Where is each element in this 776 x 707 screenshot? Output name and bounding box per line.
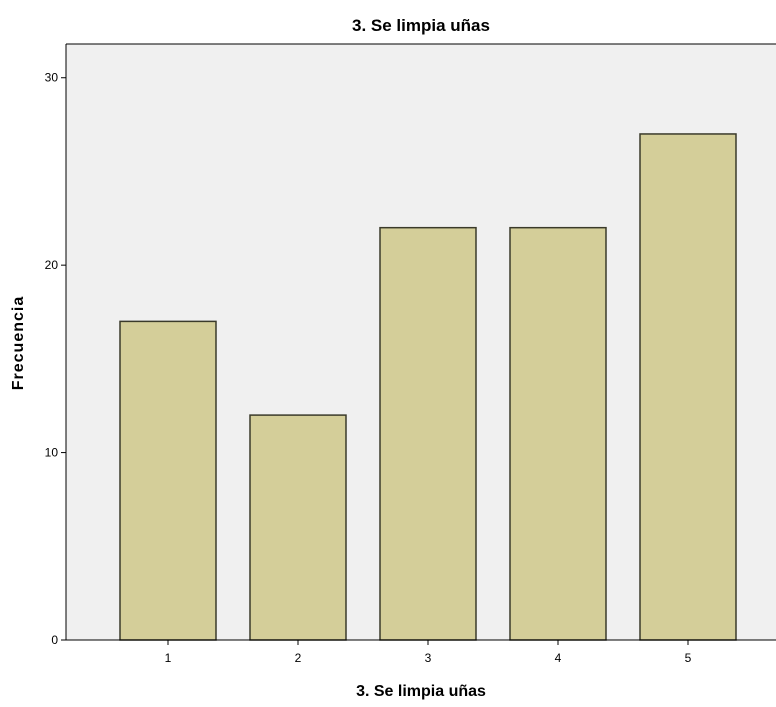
y-ticks-group: 0 10 20 30 [45, 71, 66, 647]
y-tick-label: 30 [45, 71, 59, 85]
axes-group [65, 43, 776, 641]
x-tick-label: 2 [295, 651, 302, 665]
x-tick-label: 1 [165, 651, 172, 665]
x-tick-label: 3 [425, 651, 432, 665]
y-tick-label: 20 [45, 258, 59, 272]
x-tick-label: 4 [555, 651, 562, 665]
bars-group [119, 133, 737, 641]
x-ticks-group: 1 2 3 4 5 [165, 640, 692, 665]
x-tick-label: 5 [685, 651, 692, 665]
bar-3 [379, 226, 477, 641]
bar-4 [509, 226, 607, 641]
y-tick-label: 0 [51, 633, 58, 647]
x-axis-label: 3. Se limpia uñas [356, 683, 486, 700]
bar-1 [119, 320, 217, 641]
bar-5 [639, 133, 737, 641]
y-tick-label: 10 [45, 446, 59, 460]
chart-title: 3. Se limpia uñas [352, 16, 490, 35]
bar-2 [249, 414, 347, 641]
